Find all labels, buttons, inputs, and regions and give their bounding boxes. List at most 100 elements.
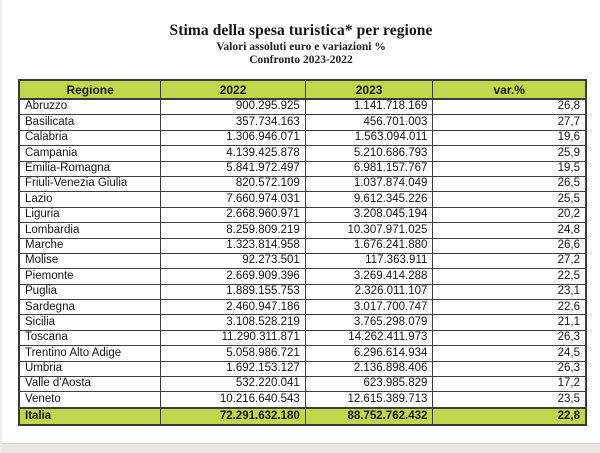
total-var-cell: 22,8 xyxy=(432,406,587,426)
value-2023-cell: 3.765.298.079 xyxy=(304,314,434,331)
value-2022-cell: 1.692.153.127 xyxy=(160,360,306,378)
value-2023-cell: 3.269.414.288 xyxy=(304,268,434,285)
value-2022-cell: 1.323.814.958 xyxy=(160,237,306,254)
value-2022-cell: 900.295.925 xyxy=(160,98,306,116)
var-percent-cell: 24,5 xyxy=(432,345,587,362)
value-2023-cell: 12.615.389.713 xyxy=(304,391,434,409)
table-row: Lazio 7.660.974.031 9.612.345.226 25,5 xyxy=(18,191,587,208)
var-percent-cell: 22,6 xyxy=(432,299,587,316)
value-2022-cell: 2.668.960.971 xyxy=(160,206,306,224)
value-2023-cell: 456.701.003 xyxy=(304,114,434,131)
value-2022-cell: 8.259.809.219 xyxy=(160,222,306,239)
value-2023-cell: 1.676.241.880 xyxy=(304,237,434,254)
value-2022-cell: 10.216.640.543 xyxy=(160,391,306,409)
var-percent-cell: 17,2 xyxy=(432,376,587,393)
region-cell: Puglia xyxy=(18,283,162,301)
bottom-edge-strip xyxy=(2,443,600,453)
region-cell: Lazio xyxy=(18,191,162,208)
var-percent-cell: 25,5 xyxy=(432,191,587,208)
table-row: Lombardia 8.259.809.219 10.307.971.025 24,8 xyxy=(18,222,587,239)
region-cell: Sardegna xyxy=(18,299,162,316)
region-cell: Basilicata xyxy=(18,114,162,131)
total-region-cell: Italia xyxy=(18,406,162,426)
table-row: Campania 4.139.425.878 5.210.686.793 25,9 xyxy=(18,145,587,162)
column-header-var: var.% xyxy=(432,79,587,100)
value-2023-cell: 623.985.829 xyxy=(304,376,434,393)
value-2022-cell: 5.058.986.721 xyxy=(160,345,306,362)
column-header-2023: 2023 xyxy=(304,79,434,100)
table-row: Piemonte 2.669.909.396 3.269.414.288 22,5 xyxy=(18,268,587,285)
table-row: Sardegna 2.460.947.186 3.017.700.747 22,6 xyxy=(18,299,587,316)
value-2022-cell: 5.841.972.497 xyxy=(160,160,306,177)
table-row: Trentino Alto Adige 5.058.986.721 6.296.61… xyxy=(18,345,587,362)
value-2023-cell: 5.210.686.793 xyxy=(304,145,434,162)
table-row: Umbria 1.692.153.127 2.136.898.406 26,3 xyxy=(18,360,587,378)
value-2022-cell: 1.306.946.071 xyxy=(160,129,306,147)
value-2022-cell: 2.669.909.396 xyxy=(160,268,306,285)
total-2022-cell: 72.291.632.180 xyxy=(160,406,306,426)
var-percent-cell: 26,5 xyxy=(432,175,587,193)
value-2022-cell: 357.734.163 xyxy=(160,114,306,131)
value-2022-cell: 3.108.528.219 xyxy=(160,314,306,331)
value-2022-cell: 820.572.109 xyxy=(160,175,306,193)
value-2023-cell: 6.981.157.767 xyxy=(304,160,434,177)
value-2022-cell: 11.290.311.871 xyxy=(160,329,306,347)
value-2023-cell: 1.141.718.169 xyxy=(304,98,434,116)
var-percent-cell: 24,8 xyxy=(432,222,587,239)
total-row-italia: Italia 72.291.632.180 88.752.762.432 22,… xyxy=(18,406,587,426)
value-2023-cell: 3.017.700.747 xyxy=(304,299,434,316)
value-2023-cell: 6.296.614.934 xyxy=(304,345,434,362)
table-row: Molise 92.273.501 117.363.911 27,2 xyxy=(18,252,587,270)
region-cell: Molise xyxy=(18,252,162,270)
region-cell: Campania xyxy=(18,145,162,162)
var-percent-cell: 23,5 xyxy=(432,391,587,409)
var-percent-cell: 26,3 xyxy=(432,360,587,378)
value-2023-cell: 9.612.345.226 xyxy=(304,191,434,208)
table-row: Sicilia 3.108.528.219 3.765.298.079 21,1 xyxy=(18,314,587,331)
table-row: Friuli-Venezia Giulia 820.572.109 1.037.87… xyxy=(18,175,587,193)
table-row: Veneto 10.216.640.543 12.615.389.713 23,5 xyxy=(18,391,587,409)
var-percent-cell: 26,8 xyxy=(432,98,587,116)
var-percent-cell: 26,6 xyxy=(432,237,587,254)
region-cell: Umbria xyxy=(18,360,162,378)
var-percent-cell: 19,5 xyxy=(432,160,587,177)
region-cell: Liguria xyxy=(18,206,162,224)
region-cell: Toscana xyxy=(18,329,162,347)
region-cell: Lombardia xyxy=(18,222,162,239)
value-2023-cell: 2.136.898.406 xyxy=(304,360,434,378)
region-cell: Valle d'Aosta xyxy=(18,376,162,393)
page-title: Stima della spesa turistica* per regione xyxy=(169,22,433,39)
table-row: Puglia 1.889.155.753 2.326.011.107 23,1 xyxy=(18,283,587,301)
table-body: Abruzzo 900.295.925 1.141.718.169 26,8 Basil… xyxy=(18,98,587,409)
var-percent-cell: 27,2 xyxy=(432,252,587,270)
var-percent-cell: 19,6 xyxy=(432,129,587,147)
region-cell: Sicilia xyxy=(18,314,162,331)
value-2023-cell: 1.037.874.049 xyxy=(304,175,434,193)
value-2022-cell: 4.139.425.878 xyxy=(160,145,306,162)
var-percent-cell: 26,3 xyxy=(432,329,587,347)
total-2023-cell: 88.752.762.432 xyxy=(304,406,434,426)
region-cell: Friuli-Venezia Giulia xyxy=(18,175,162,193)
value-2022-cell: 2.460.947.186 xyxy=(160,299,306,316)
value-2022-cell: 532.220.041 xyxy=(160,376,306,393)
table-row: Toscana 11.290.311.871 14.262.411.973 26,3 xyxy=(18,329,587,347)
var-percent-cell: 27,7 xyxy=(432,114,587,131)
value-2023-cell: 14.262.411.973 xyxy=(304,329,434,347)
column-header-2022: 2022 xyxy=(160,79,306,100)
value-2023-cell: 2.326.011.107 xyxy=(304,283,434,301)
region-cell: Emilia-Romagna xyxy=(18,160,162,177)
region-cell: Veneto xyxy=(18,391,162,409)
value-2023-cell: 117.363.911 xyxy=(304,252,434,270)
subtitle-line-2: Confronto 2023-2022 xyxy=(249,54,353,66)
table-header-row: Regione 2022 2023 var.% xyxy=(18,79,587,100)
region-cell: Abruzzo xyxy=(18,98,162,116)
region-cell: Trentino Alto Adige xyxy=(18,345,162,362)
table-row: Calabria 1.306.946.071 1.563.094.011 19,6 xyxy=(18,129,587,147)
table-row: Liguria 2.668.960.971 3.208.045.194 20,2 xyxy=(18,206,587,224)
var-percent-cell: 21,1 xyxy=(432,314,587,331)
table-row: Basilicata 357.734.163 456.701.003 27,7 xyxy=(18,114,587,131)
var-percent-cell: 23,1 xyxy=(432,283,587,301)
region-cell: Calabria xyxy=(18,129,162,147)
var-percent-cell: 25,9 xyxy=(432,145,587,162)
